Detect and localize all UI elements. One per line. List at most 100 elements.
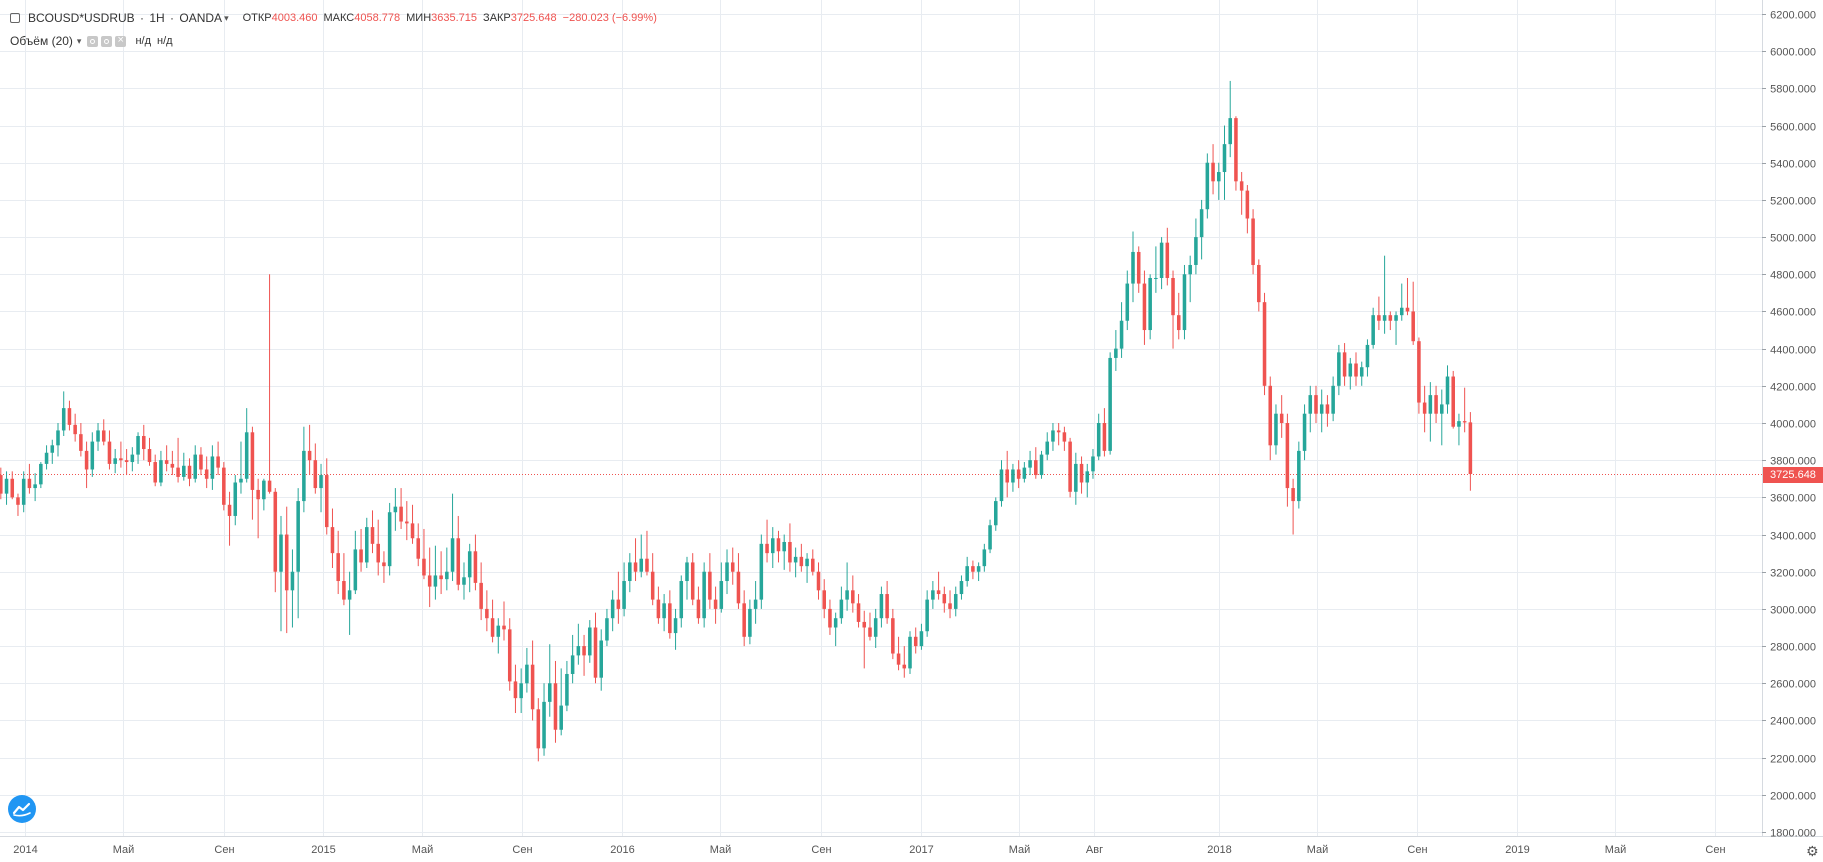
volume-legend: Объём (20) ▾ н/д н/д — [10, 33, 173, 49]
candle-body — [931, 590, 935, 600]
candle-down — [891, 608, 895, 660]
candle-body — [730, 562, 735, 572]
candle-body — [1445, 376, 1450, 405]
candle-body — [485, 608, 489, 619]
price-tick-label: 4200.000 — [1770, 382, 1816, 394]
candle-body — [1034, 460, 1038, 476]
candle-body — [845, 590, 849, 600]
candle-body — [336, 553, 340, 582]
candle-up — [525, 647, 529, 693]
candle-down — [1462, 387, 1467, 433]
candle-body — [610, 599, 615, 619]
candle-body — [685, 562, 689, 582]
candle-body — [39, 463, 43, 485]
candle-body — [1039, 454, 1044, 476]
candle-body — [239, 478, 243, 483]
candle-body — [359, 549, 363, 563]
candle-up — [39, 462, 43, 489]
candle-body — [1136, 251, 1141, 284]
candle-body — [713, 599, 718, 609]
price-tick-label: 3800.000 — [1770, 456, 1816, 468]
candle-up — [628, 553, 632, 593]
candle-body — [1056, 430, 1061, 433]
chevron-down-icon[interactable]: ▾ — [224, 12, 229, 23]
candle-body — [839, 599, 844, 619]
candle-up — [1074, 452, 1078, 505]
candle-body — [1348, 363, 1353, 377]
candle-body — [690, 562, 695, 600]
tradingview-logo-icon[interactable] — [8, 795, 36, 823]
candle-body — [582, 646, 586, 656]
candle-up — [1394, 311, 1398, 345]
close-value: 3725.648 — [510, 12, 557, 24]
candle-down — [79, 423, 83, 457]
price-tick-label: 4600.000 — [1770, 307, 1816, 319]
candle-up — [999, 460, 1004, 507]
candle-body — [445, 571, 449, 580]
candle-body — [279, 534, 283, 572]
candle-up — [302, 426, 306, 513]
candle-body — [936, 590, 941, 595]
candle-up — [365, 517, 369, 569]
settings-icon[interactable] — [101, 35, 113, 47]
candle-body — [113, 458, 117, 464]
candle-body — [668, 603, 672, 634]
candle-up — [1222, 125, 1227, 200]
candle-down — [376, 519, 380, 576]
candle-up — [953, 586, 958, 617]
eye-icon[interactable] — [87, 35, 99, 47]
candle-body — [199, 454, 203, 470]
candle-body — [725, 562, 729, 582]
candle-body — [44, 452, 49, 464]
candle-body — [696, 599, 701, 619]
candle-body — [702, 571, 706, 619]
candle-body — [862, 621, 867, 628]
candle-body — [21, 478, 26, 505]
candle-down — [84, 441, 89, 489]
candle-body — [1159, 242, 1164, 278]
candle-up — [605, 608, 609, 647]
candle-down — [267, 274, 272, 494]
candle-down — [1016, 460, 1021, 489]
candle-up — [959, 575, 964, 600]
candle-up — [565, 660, 569, 712]
candle-down — [330, 508, 335, 569]
candle-body — [999, 469, 1004, 502]
candle-up — [113, 449, 117, 474]
candle-down — [324, 458, 329, 535]
candle-down — [73, 413, 77, 442]
candle-down — [1405, 277, 1410, 316]
candle-down — [119, 441, 123, 468]
candle-body — [811, 558, 815, 572]
symbol-name[interactable]: BCOUSD*USDRUB — [28, 11, 135, 25]
candle-up — [1274, 404, 1278, 455]
volume-label[interactable]: Объём (20) — [10, 34, 73, 48]
candle-body — [170, 463, 175, 468]
candle-body — [1457, 421, 1461, 427]
candle-body — [222, 467, 226, 505]
price-tick-label: 6200.000 — [1770, 10, 1816, 22]
visibility-checkbox[interactable] — [10, 13, 20, 23]
candle-up — [542, 683, 546, 756]
candle-body — [439, 575, 443, 580]
candle-body — [1205, 162, 1210, 210]
candle-down — [256, 478, 260, 539]
close-icon[interactable] — [115, 34, 127, 47]
candle-down — [742, 590, 746, 647]
candle-down — [713, 586, 718, 624]
candle-up — [1457, 413, 1461, 446]
price-axis[interactable]: 1800.000 2000.000 2200.000 2400.000 2600.000… — [1762, 10, 1816, 840]
candle-body — [576, 646, 581, 656]
candle-up — [1051, 423, 1055, 451]
gear-icon[interactable]: ⚙ — [1806, 843, 1819, 859]
candle-down — [370, 510, 375, 554]
candle-body — [793, 556, 798, 563]
candle-body — [250, 432, 255, 490]
chevron-down-icon[interactable]: ▾ — [76, 35, 82, 46]
candle-up — [96, 423, 100, 451]
candle-body — [1114, 348, 1118, 358]
time-axis[interactable]: 2014 Май Сен 2015 Май Сен 2016 Май Сен 2017 Май Авг… — [13, 844, 1725, 856]
candle-body — [324, 475, 329, 528]
candle-up — [1319, 389, 1324, 433]
